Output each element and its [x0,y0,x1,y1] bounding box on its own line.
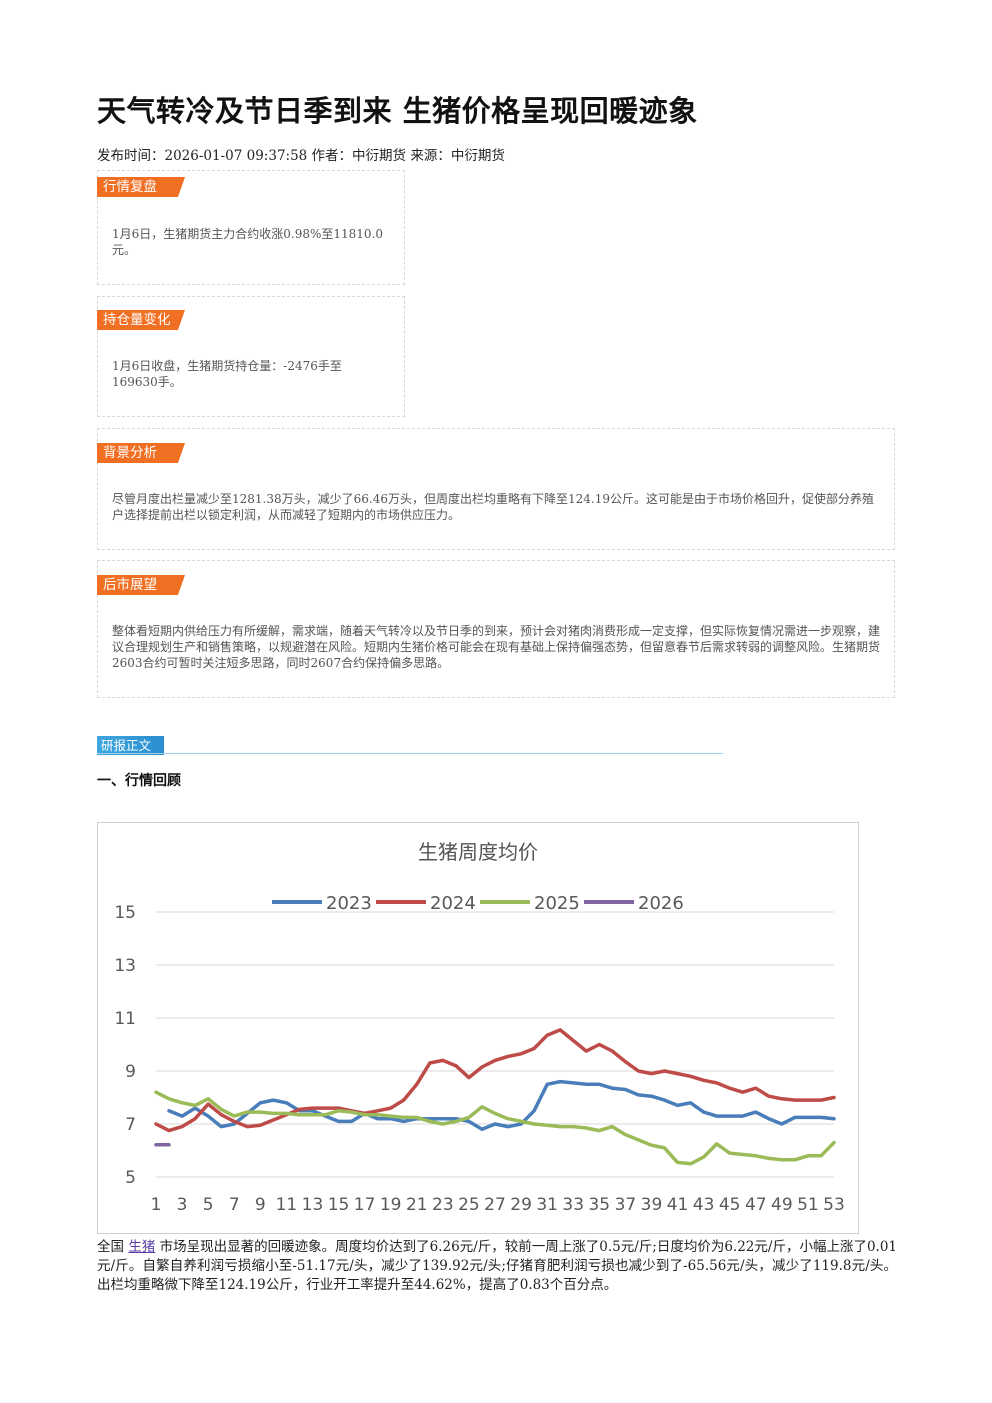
x-tick-label: 53 [823,1195,845,1215]
y-tick-label: 9 [125,1062,136,1082]
market-review-box [97,170,405,285]
open-interest-box [97,296,405,417]
x-tick-label: 51 [797,1195,819,1215]
section-heading: 一、行情回顾 [97,773,181,789]
y-tick-label: 13 [114,956,136,976]
chart-title: 生猪周度均价 [418,840,538,864]
legend-label: 2025 [534,893,580,914]
x-tick-label: 35 [588,1195,610,1215]
x-tick-label: 39 [641,1195,663,1215]
paragraph-text: 市场呈现出显著的回暖迹象。周度均价达到了6.26元/斤，较前一周上涨了0.5元/… [97,1239,898,1293]
market-review-text: 1月6日，生猪期货主力合约收涨0.98%至11810.0元。 [112,227,384,257]
x-tick-label: 9 [255,1195,266,1215]
x-tick-label: 37 [615,1195,637,1215]
x-tick-label: 21 [406,1195,428,1215]
open-interest-text: 1月6日收盘，生猪期货持仓量：-2476手至169630手。 [112,359,342,389]
legend-label: 2026 [638,893,684,914]
series-line-2025 [154,1090,836,1166]
y-tick-label: 7 [125,1115,136,1135]
x-tick-label: 31 [536,1195,558,1215]
x-tick-label: 15 [328,1195,350,1215]
legend-label: 2024 [430,893,476,914]
outlook-text: 整体看短期内供给压力有所缓解，需求端，随着天气转冷以及节日季的到来，预计会对猪肉… [112,624,881,670]
x-tick-label: 43 [693,1195,715,1215]
legend-label: 2023 [326,893,372,914]
x-tick-label: 41 [667,1195,689,1215]
x-tick-label: 17 [354,1195,376,1215]
pig-link[interactable]: 生猪 [128,1239,156,1255]
x-tick-label: 45 [719,1195,741,1215]
x-tick-label: 49 [771,1195,793,1215]
article-meta: 发布时间：2026-01-07 09:37:58 作者：中衍期货 来源：中衍期货 [97,148,505,164]
series-line-2024 [154,1028,836,1133]
x-tick-label: 11 [276,1195,298,1215]
report-divider [97,753,723,754]
background-tag: 背景分析 [97,443,185,463]
body-paragraph: 全国 生猪 市场呈现出显著的回暖迹象。周度均价达到了6.26元/斤，较前一周上涨… [97,1238,897,1295]
y-tick-label: 15 [114,903,136,923]
x-tick-label: 13 [302,1195,324,1215]
report-tag: 研报正文 [97,736,164,755]
background-text: 尽管月度出栏量减少至1281.38万头，减少了66.46万头，但周度出栏均重略有… [112,492,874,522]
x-tick-label: 27 [484,1195,506,1215]
paragraph-prefix: 全国 [97,1239,125,1255]
market-review-tag: 行情复盘 [97,177,185,197]
article-title: 天气转冷及节日季到来 生猪价格呈现回暖迹象 [97,94,698,128]
x-tick-label: 19 [380,1195,402,1215]
background-box [97,428,895,550]
x-tick-label: 5 [203,1195,214,1215]
x-tick-label: 47 [745,1195,767,1215]
x-tick-label: 29 [510,1195,532,1215]
chart-frame: 生猪周度均价 5 7 9 11 13 15 1 3 5 7 9 11 13 15 17 19 21 23 25 27 29… [97,822,859,1234]
x-tick-label: 23 [432,1195,454,1215]
open-interest-tag: 持仓量变化 [97,310,185,330]
y-tick-label: 5 [125,1168,136,1188]
x-tick-label: 3 [177,1195,188,1215]
y-tick-label: 11 [114,1009,136,1029]
series-line-2023 [167,1079,836,1132]
x-tick-label: 25 [458,1195,480,1215]
x-tick-label: 7 [229,1195,240,1215]
x-tick-label: 33 [562,1195,584,1215]
x-tick-label: 1 [151,1195,162,1215]
outlook-box [97,560,895,698]
outlook-tag: 后市展望 [97,575,185,595]
